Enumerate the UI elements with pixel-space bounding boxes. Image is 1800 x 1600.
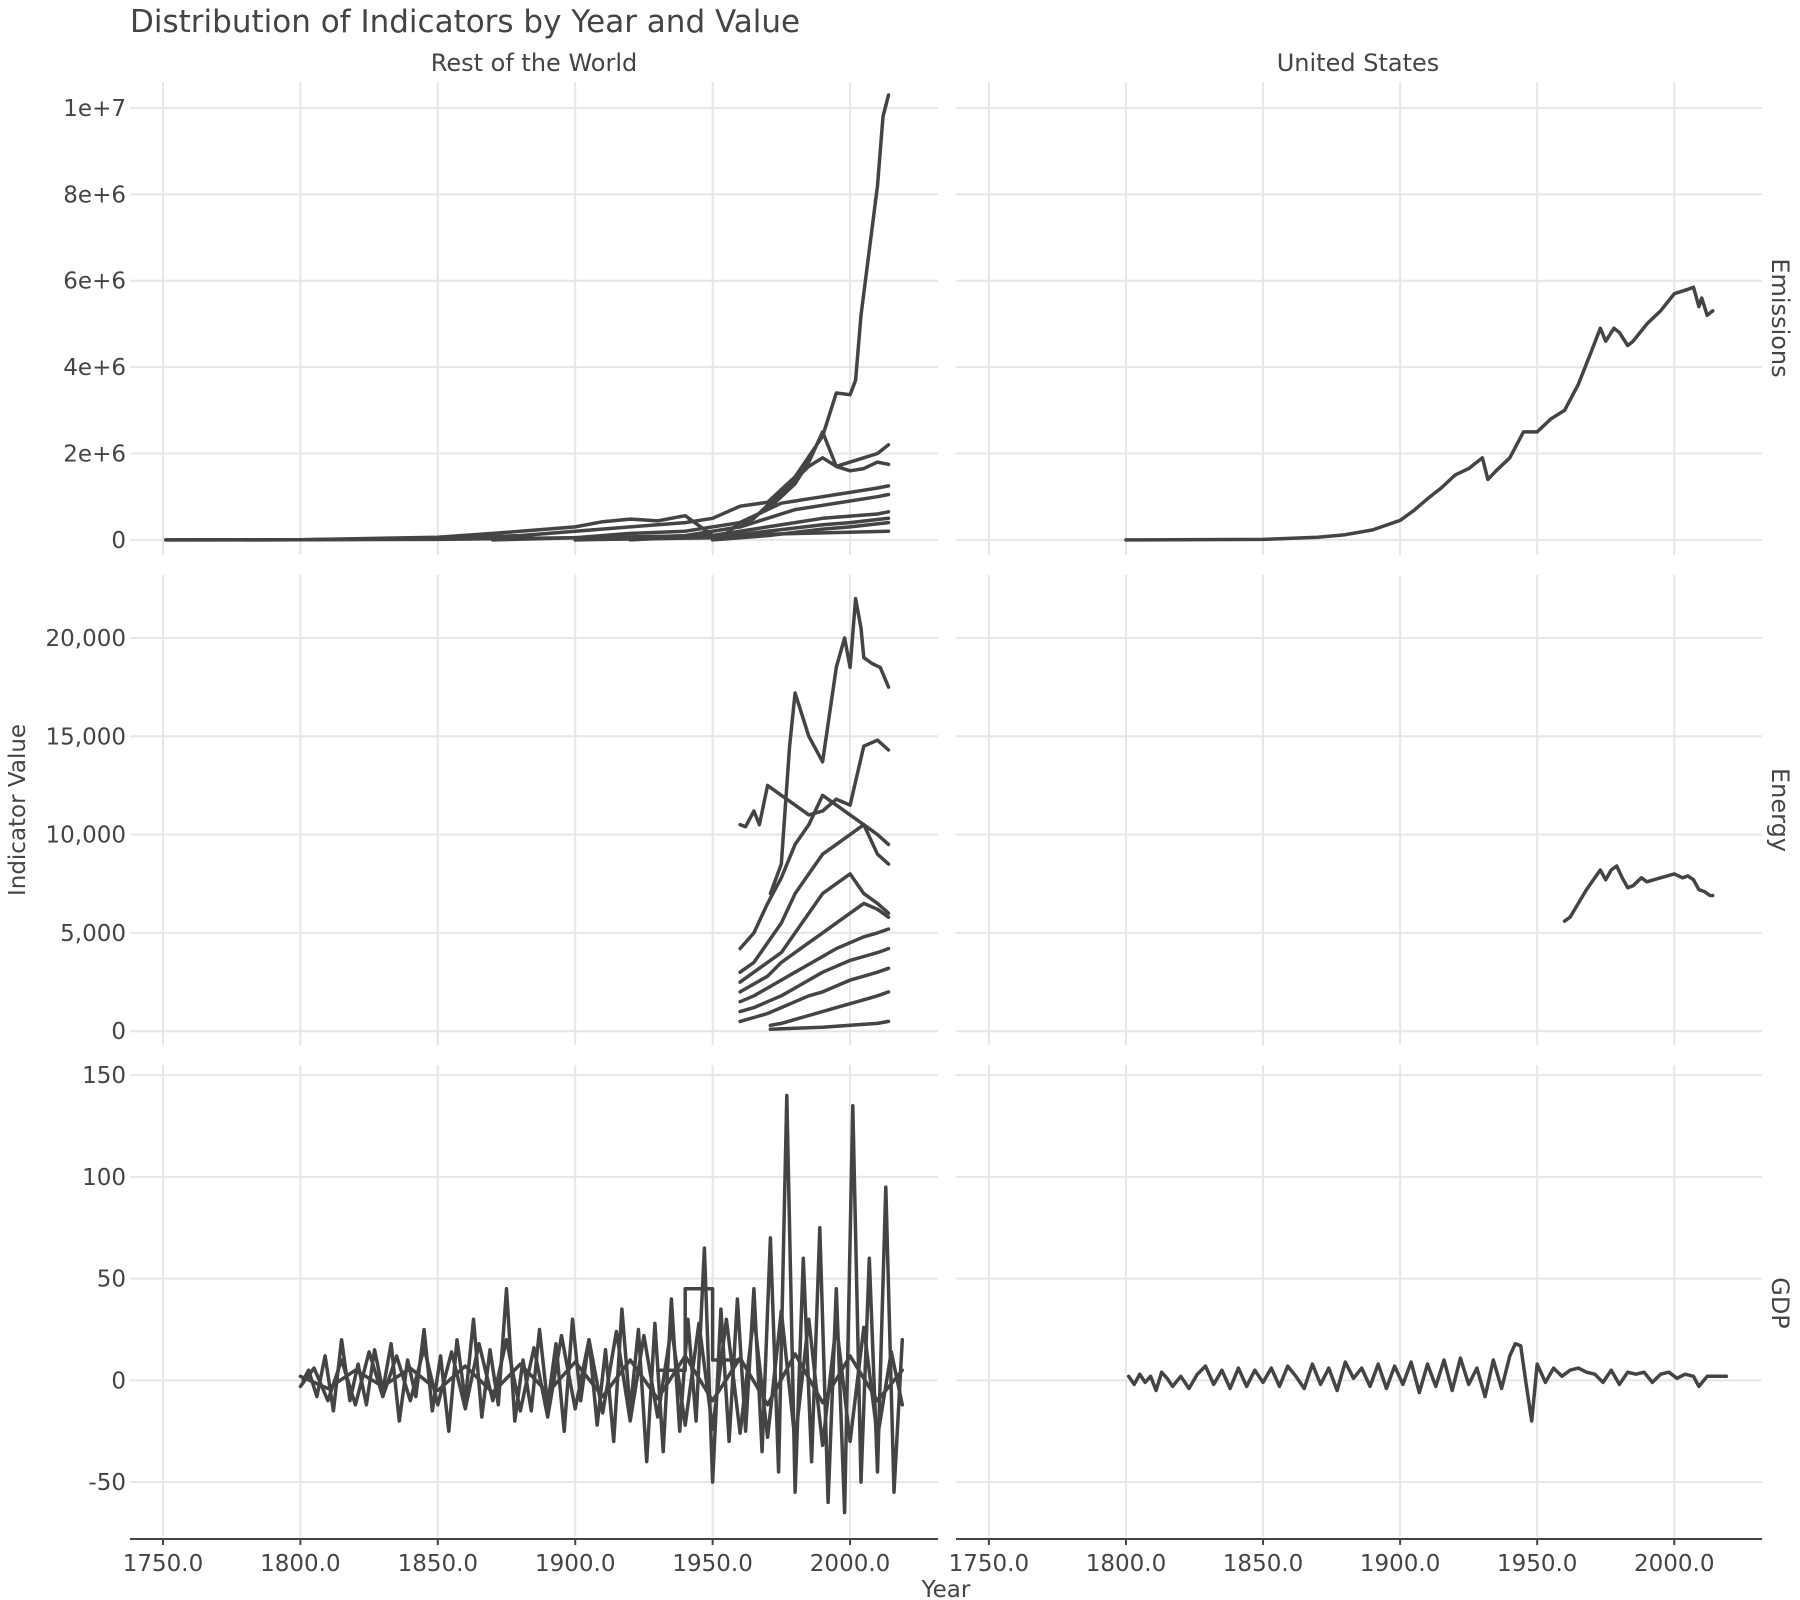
- x-tick-label: 1950.0: [672, 1551, 752, 1577]
- y-tick-label: 10,000: [46, 823, 126, 849]
- series-line-rest-of-the-world-emissions-3: [738, 443, 891, 529]
- y-tick-label: 5,000: [60, 921, 126, 947]
- series-line-rest-of-the-world-energy-4: [738, 822, 891, 974]
- y-tick-label: 2e+6: [63, 441, 126, 467]
- strip-label-gdp: GDP: [1766, 1277, 1794, 1329]
- panel-rest-of-the-world-gdp: -50 0 50 100 150 1750.0 1800.0 1850.0 1900.0 1950…: [82, 1063, 938, 1577]
- series-line-rest-of-the-world-gdp-4: [655, 1287, 742, 1372]
- panel-united-states-gdp: 1750.0 1800.0 1850.0 1900.0 1950.0 2000.0: [949, 1065, 1762, 1577]
- strip-label-energy: Energy: [1766, 768, 1794, 852]
- panel-rest-of-the-world-energy: 0 5,000 10,000 15,000 20,000: [46, 575, 938, 1045]
- y-axis-label: Indicator Value: [5, 724, 31, 896]
- x-tick-label: 1850.0: [398, 1551, 478, 1577]
- x-tick-label: 1950.0: [1497, 1551, 1577, 1577]
- y-tick-label: 50: [97, 1267, 126, 1293]
- x-tick-label: 2000.0: [1634, 1551, 1714, 1577]
- x-tick-label: 2000.0: [810, 1551, 890, 1577]
- series-line-rest-of-the-world-energy-5: [738, 872, 891, 984]
- series-line-rest-of-the-world-energy-2: [738, 738, 891, 829]
- x-tick-label: 1750.0: [949, 1551, 1029, 1577]
- y-tick-label: 4e+6: [63, 355, 126, 381]
- series-line-rest-of-the-world-energy-7: [738, 927, 891, 1004]
- strip-label-united-states: United States: [1277, 49, 1440, 77]
- x-tick-label: 1900.0: [535, 1551, 615, 1577]
- y-tick-label: 6e+6: [63, 269, 126, 295]
- x-tick-label: 1750.0: [123, 1551, 203, 1577]
- x-tick-label: 1800.0: [260, 1551, 340, 1577]
- series-line-rest-of-the-world-gdp-1: [301, 1093, 905, 1515]
- x-tick-label: 1900.0: [1360, 1551, 1440, 1577]
- strip-label-emissions: Emissions: [1766, 258, 1794, 377]
- series-line-rest-of-the-world-gdp-3: [298, 1352, 905, 1407]
- y-tick-label: 1e+7: [63, 96, 126, 122]
- series-line-rest-of-the-world-energy-11: [768, 1019, 891, 1032]
- series-line-united-states-emissions-1: [1124, 285, 1715, 542]
- series-line-rest-of-the-world-emissions-4: [491, 484, 891, 542]
- y-tick-label: 15,000: [46, 724, 126, 750]
- facet-panels: 0 2e+6 4e+6 6e+6 8e+6 1e+7 0 5,000 10,000 15,000 2…: [46, 82, 1762, 1577]
- series-line-rest-of-the-world-emissions-7: [573, 516, 891, 542]
- series-line-rest-of-the-world-energy-10: [768, 990, 891, 1028]
- strip-label-rest-of-the-world: Rest of the World: [431, 49, 637, 77]
- y-tick-label: -50: [88, 1470, 126, 1496]
- x-tick-label: 1800.0: [1086, 1551, 1166, 1577]
- y-tick-label: 0: [111, 528, 126, 554]
- panel-united-states-energy: [956, 575, 1762, 1045]
- series-line-rest-of-the-world-energy-8: [738, 946, 891, 1014]
- x-axis-label: Year: [921, 1577, 971, 1600]
- y-tick-label: 20,000: [46, 626, 126, 652]
- panel-united-states-emissions: [956, 82, 1762, 555]
- y-tick-label: 0: [111, 1019, 126, 1045]
- y-tick-label: 100: [82, 1165, 126, 1191]
- x-tick-label: 1850.0: [1223, 1551, 1303, 1577]
- panel-rest-of-the-world-emissions: 0 2e+6 4e+6 6e+6 8e+6 1e+7: [63, 82, 938, 555]
- series-line-rest-of-the-world-gdp-2: [298, 1309, 905, 1448]
- series-line-united-states-energy-1: [1562, 864, 1715, 923]
- series-line-rest-of-the-world-energy-6: [738, 901, 891, 994]
- y-tick-label: 8e+6: [63, 182, 126, 208]
- series-line-rest-of-the-world-emissions-1: [163, 93, 891, 542]
- series-line-rest-of-the-world-energy-9: [738, 966, 891, 1024]
- series-line-rest-of-the-world-energy-1: [768, 596, 891, 896]
- y-tick-label: 150: [82, 1063, 126, 1089]
- series-line-rest-of-the-world-emissions-8: [710, 520, 891, 542]
- y-tick-label: 0: [111, 1368, 126, 1394]
- chart-title: Distribution of Indicators by Year and V…: [130, 4, 800, 40]
- series-line-rest-of-the-world-emissions-9: [243, 529, 891, 542]
- series-line-united-states-gdp-1: [1126, 1341, 1729, 1423]
